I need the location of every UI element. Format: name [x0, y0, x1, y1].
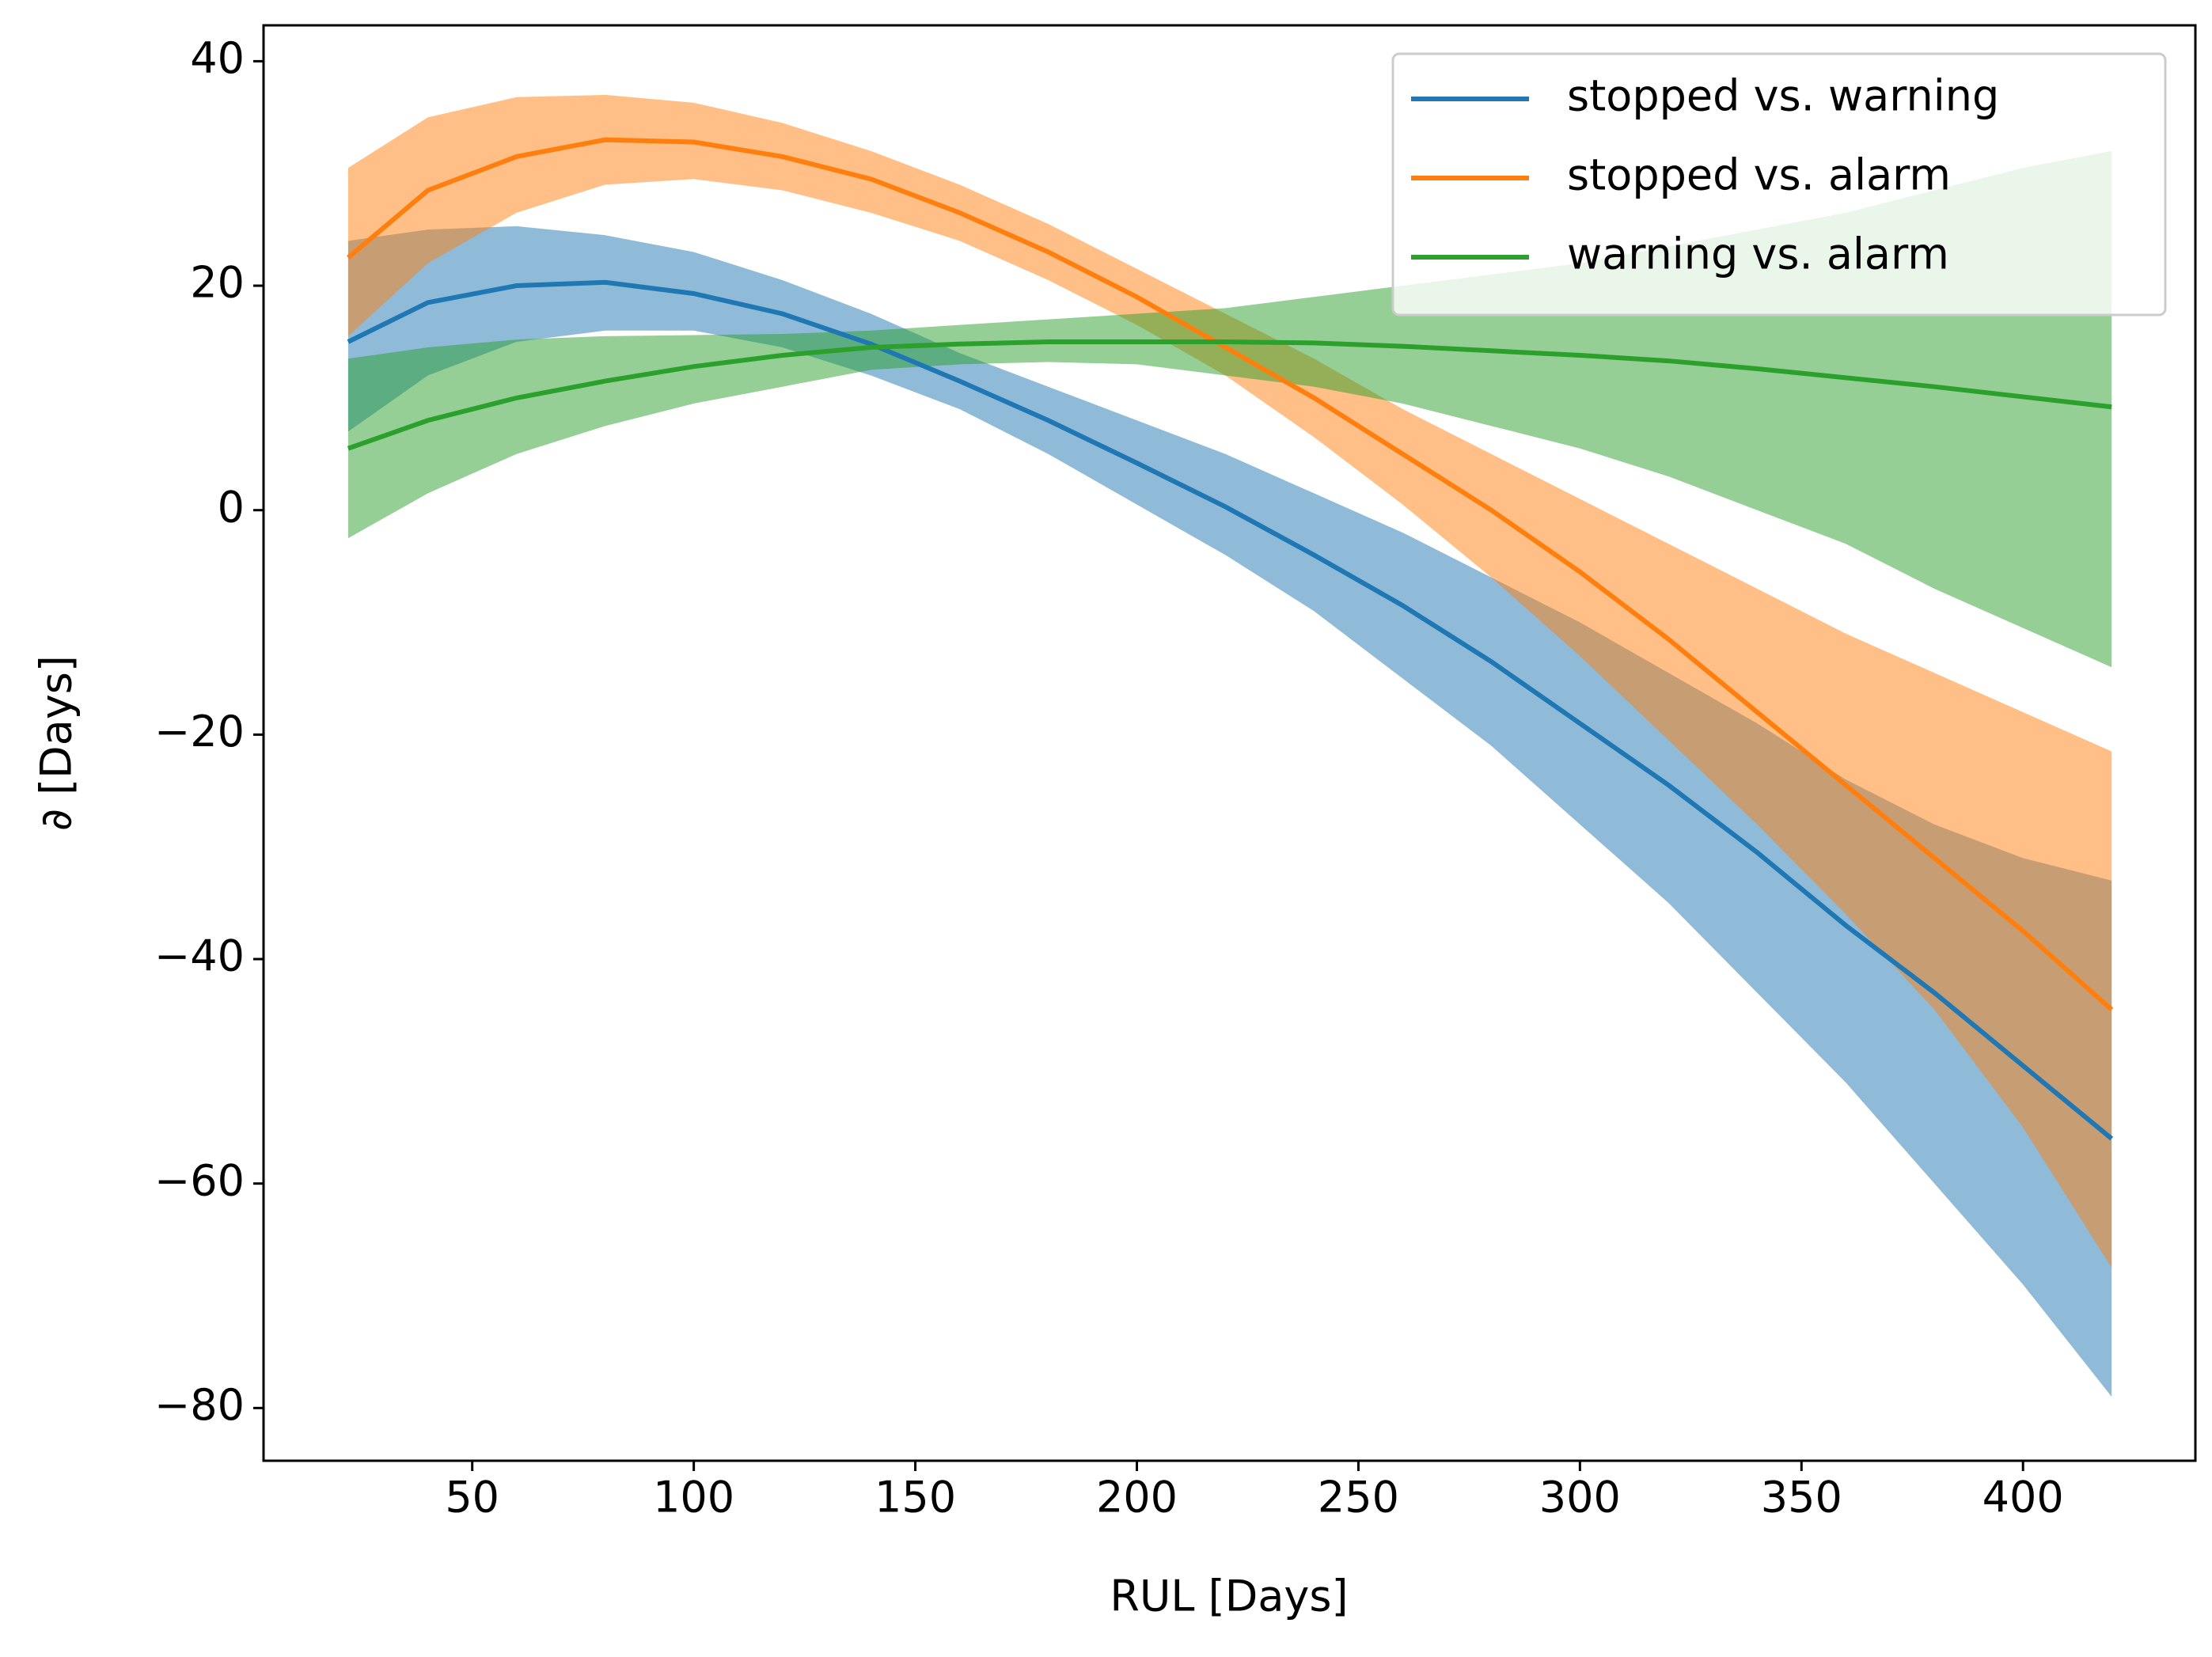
- y-tick-label: −80: [154, 1380, 245, 1430]
- x-tick-label: 50: [445, 1473, 499, 1522]
- y-tick-label: 0: [218, 482, 245, 532]
- legend-label: warning vs. alarm: [1567, 229, 1949, 279]
- x-axis-label: RUL [Days]: [1110, 1572, 1348, 1621]
- x-tick-label: 400: [1982, 1473, 2064, 1522]
- x-tick-label: 350: [1761, 1473, 1842, 1522]
- y-axis-label: ∂ [Days]: [32, 655, 82, 831]
- x-tick-label: 250: [1318, 1473, 1399, 1522]
- y-tick-label: −60: [154, 1155, 245, 1205]
- plot-frame: [262, 24, 2197, 1462]
- x-tick-label: 150: [875, 1473, 956, 1522]
- y-tick-label: 20: [190, 258, 245, 308]
- line: [346, 137, 2114, 1012]
- x-tick-label: 100: [653, 1473, 734, 1522]
- legend-label: stopped vs. warning: [1567, 71, 1999, 121]
- y-tick-label: 40: [190, 33, 245, 83]
- x-tick-label: 200: [1096, 1473, 1178, 1522]
- legend-box: [1391, 52, 2167, 317]
- y-tick-label: −40: [154, 931, 245, 981]
- legend-label: stopped vs. alarm: [1567, 150, 1951, 200]
- line: [347, 339, 2112, 451]
- x-tick-label: 300: [1539, 1473, 1621, 1522]
- line: [347, 279, 2114, 1141]
- y-tick-label: −20: [154, 707, 245, 756]
